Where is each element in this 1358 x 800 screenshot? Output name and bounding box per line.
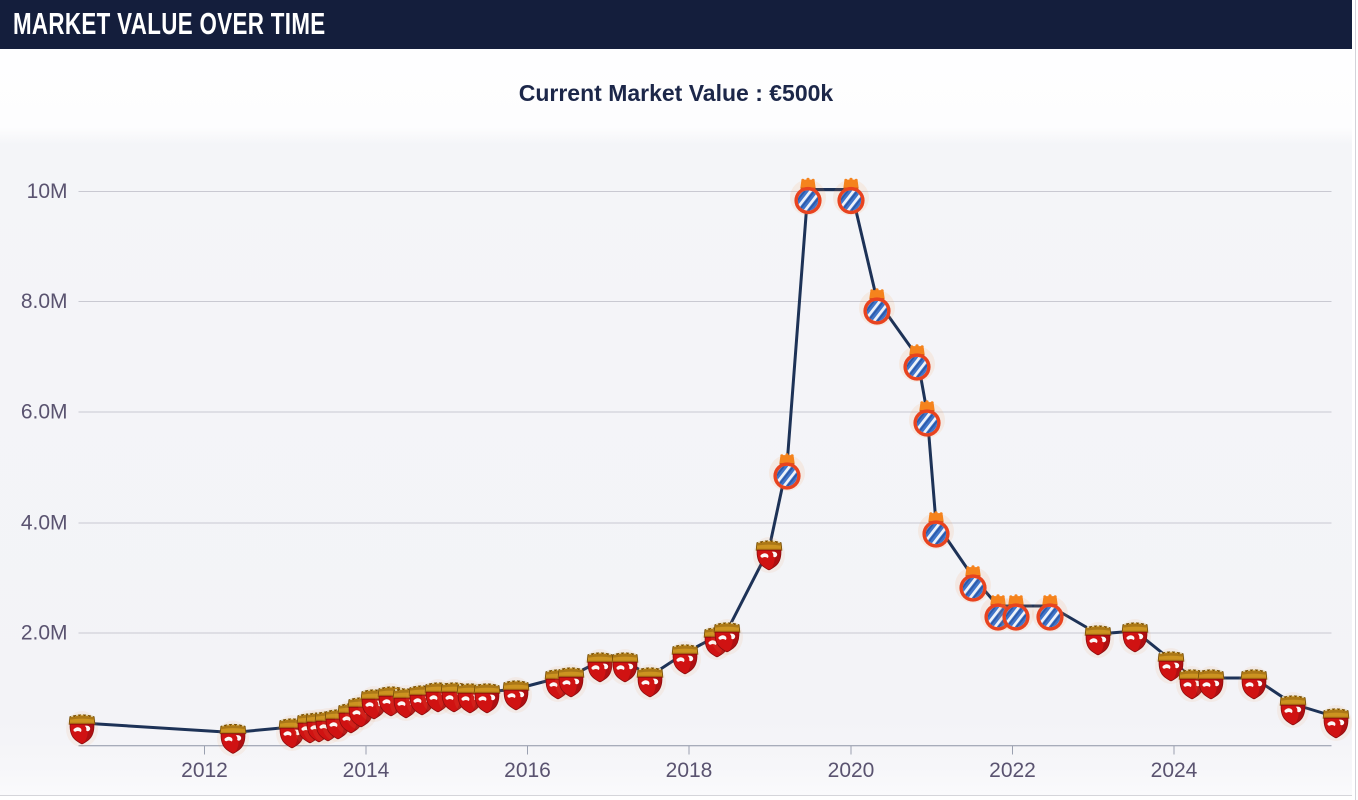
svg-text:4.0M: 4.0M <box>21 512 68 535</box>
svg-text:2014: 2014 <box>343 759 390 782</box>
svg-text:2022: 2022 <box>989 759 1036 782</box>
svg-text:8.0M: 8.0M <box>21 290 68 313</box>
svg-text:2016: 2016 <box>504 759 551 782</box>
svg-text:2020: 2020 <box>828 759 875 782</box>
svg-text:10M: 10M <box>27 180 68 203</box>
svg-text:6.0M: 6.0M <box>21 401 68 424</box>
svg-text:2018: 2018 <box>666 759 713 782</box>
svg-text:2.0M: 2.0M <box>21 622 68 645</box>
svg-text:2024: 2024 <box>1151 759 1198 782</box>
svg-text:2012: 2012 <box>181 759 228 782</box>
